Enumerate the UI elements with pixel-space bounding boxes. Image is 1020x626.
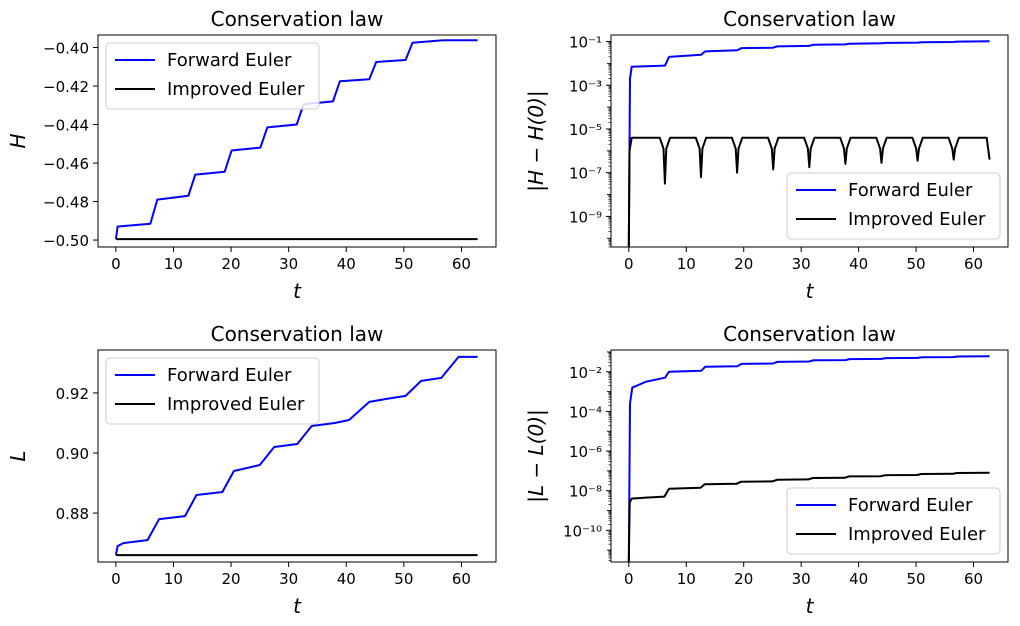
x-tick-label-0-1: 10 — [164, 255, 183, 273]
legend-box-2 — [105, 357, 320, 425]
x-tick-label-0-2: 20 — [222, 255, 241, 273]
y-axis-label-1: |H − H(0)| — [524, 90, 548, 191]
chart-title-3: Conservation law — [723, 322, 896, 346]
x-tick-label-2-3: 30 — [279, 570, 298, 588]
series-group-0 — [114, 39, 478, 241]
chart-2: 0 10 20 30 40 50 60 0.88 0.90 0.92 Forward Euler Im… — [6, 322, 497, 618]
y-tick-label-0-5: −0.40 — [43, 40, 89, 58]
chart-0: 0 10 20 30 40 50 60 −0.50 −0.48 −0.46 −0.44 −0.42 −0… — [6, 7, 497, 303]
x-tick-label-2-1: 10 — [164, 570, 183, 588]
x-tick-label-0-0: 0 — [111, 255, 121, 273]
legend-label-0-0: Forward Euler — [167, 50, 292, 71]
y-axis-label-0: H — [6, 133, 30, 148]
x-tick-label-2-2: 20 — [222, 570, 241, 588]
series-line-forward-euler-1 — [627, 40, 990, 247]
y-tick-label-2-1: 0.90 — [56, 445, 89, 463]
y-tick-label-0-4: −0.42 — [43, 78, 89, 96]
y-tick-label-2-2: 0.92 — [56, 385, 89, 403]
x-axis-label-2: t — [293, 594, 302, 618]
x-tick-label-3-3: 30 — [792, 570, 811, 588]
x-tick-label-1-5: 50 — [907, 255, 926, 273]
y-tick-label-3-1: 10⁻⁸ — [569, 483, 602, 501]
legend-box-0 — [105, 42, 320, 110]
plot-frame-0 — [97, 34, 497, 248]
legend-3: Forward Euler Improved Euler — [786, 487, 1001, 555]
series-group-3 — [627, 355, 990, 562]
chart-1: 0 10 20 30 40 50 60 10⁻⁹ 10⁻⁷ 10⁻⁵ 10⁻³ 10⁻¹ Forward… — [524, 7, 1009, 303]
x-tick-label-2-0: 0 — [111, 570, 121, 588]
chart-title-1: Conservation law — [723, 7, 896, 31]
chart-title-2: Conservation law — [211, 322, 384, 346]
x-tick-label-0-5: 50 — [394, 255, 413, 273]
x-tick-label-3-1: 10 — [677, 570, 696, 588]
y-tick-label-3-4: 10⁻² — [569, 364, 602, 382]
x-tick-label-2-6: 60 — [452, 570, 471, 588]
y-tick-label-2-0: 0.88 — [56, 505, 89, 523]
legend-label-2-1: Improved Euler — [167, 394, 305, 415]
chart-title-0: Conservation law — [211, 7, 384, 31]
legend-2: Forward Euler Improved Euler — [105, 357, 320, 425]
series-group-1 — [627, 40, 991, 247]
plot-frame-2 — [97, 349, 497, 563]
y-tick-label-0-1: −0.48 — [43, 194, 89, 212]
series-group-2 — [114, 355, 478, 557]
legend-label-1-0: Forward Euler — [848, 180, 973, 201]
legend-label-3-0: Forward Euler — [848, 495, 973, 516]
y-tick-label-3-3: 10⁻⁴ — [569, 403, 602, 421]
series-line-improved-euler-1 — [627, 136, 991, 247]
x-tick-label-1-1: 10 — [677, 255, 696, 273]
y-tick-label-0-3: −0.44 — [43, 117, 89, 135]
x-tick-label-2-4: 40 — [337, 570, 356, 588]
y-tick-label-1-0: 10⁻⁹ — [569, 208, 602, 226]
legend-0: Forward Euler Improved Euler — [105, 42, 320, 110]
x-tick-label-3-2: 20 — [734, 570, 753, 588]
series-line-forward-euler-0 — [114, 39, 478, 240]
legend-box-3 — [786, 487, 1001, 555]
x-tick-label-0-4: 40 — [337, 255, 356, 273]
x-tick-label-1-3: 30 — [792, 255, 811, 273]
series-line-forward-euler-3 — [627, 355, 990, 562]
legend-1: Forward Euler Improved Euler — [786, 172, 1001, 240]
y-tick-label-1-4: 10⁻¹ — [569, 34, 602, 52]
x-tick-label-1-0: 0 — [624, 255, 634, 273]
x-tick-label-3-0: 0 — [624, 570, 634, 588]
x-tick-label-1-2: 20 — [734, 255, 753, 273]
y-tick-label-1-2: 10⁻⁵ — [569, 121, 602, 139]
y-axis-label-3: |L − L(0)| — [524, 409, 548, 503]
legend-label-2-0: Forward Euler — [167, 365, 292, 386]
x-tick-label-3-6: 60 — [964, 570, 983, 588]
y-tick-label-3-2: 10⁻⁶ — [569, 443, 602, 461]
x-axis-label-3: t — [806, 594, 815, 618]
x-axis-label-1: t — [806, 279, 815, 303]
x-axis-label-0: t — [293, 279, 302, 303]
x-tick-label-3-5: 50 — [907, 570, 926, 588]
series-line-forward-euler-2 — [114, 355, 478, 556]
legend-label-0-1: Improved Euler — [167, 79, 305, 100]
x-tick-label-3-4: 40 — [849, 570, 868, 588]
y-tick-label-0-0: −0.50 — [43, 232, 89, 250]
plot-frame-3 — [610, 349, 1009, 563]
y-tick-label-0-2: −0.46 — [43, 155, 89, 173]
x-tick-label-1-6: 60 — [964, 255, 983, 273]
y-tick-label-1-3: 10⁻³ — [569, 77, 602, 95]
legend-label-3-1: Improved Euler — [848, 524, 986, 545]
series-line-improved-euler-3 — [627, 471, 990, 562]
chart-3: 0 10 20 30 40 50 60 10⁻¹⁰ 10⁻⁸ 10⁻⁶ 10⁻⁴ 10⁻² Forwar… — [524, 322, 1009, 618]
y-axis-label-2: L — [6, 450, 30, 461]
x-tick-label-2-5: 50 — [394, 570, 413, 588]
y-tick-label-1-1: 10⁻⁷ — [569, 165, 602, 183]
x-tick-label-0-6: 60 — [452, 255, 471, 273]
plot-frame-1 — [610, 34, 1009, 248]
y-tick-label-3-0: 10⁻¹⁰ — [563, 522, 602, 540]
legend-box-1 — [786, 172, 1001, 240]
x-tick-label-0-3: 30 — [279, 255, 298, 273]
legend-label-1-1: Improved Euler — [848, 209, 986, 230]
x-tick-label-1-4: 40 — [849, 255, 868, 273]
